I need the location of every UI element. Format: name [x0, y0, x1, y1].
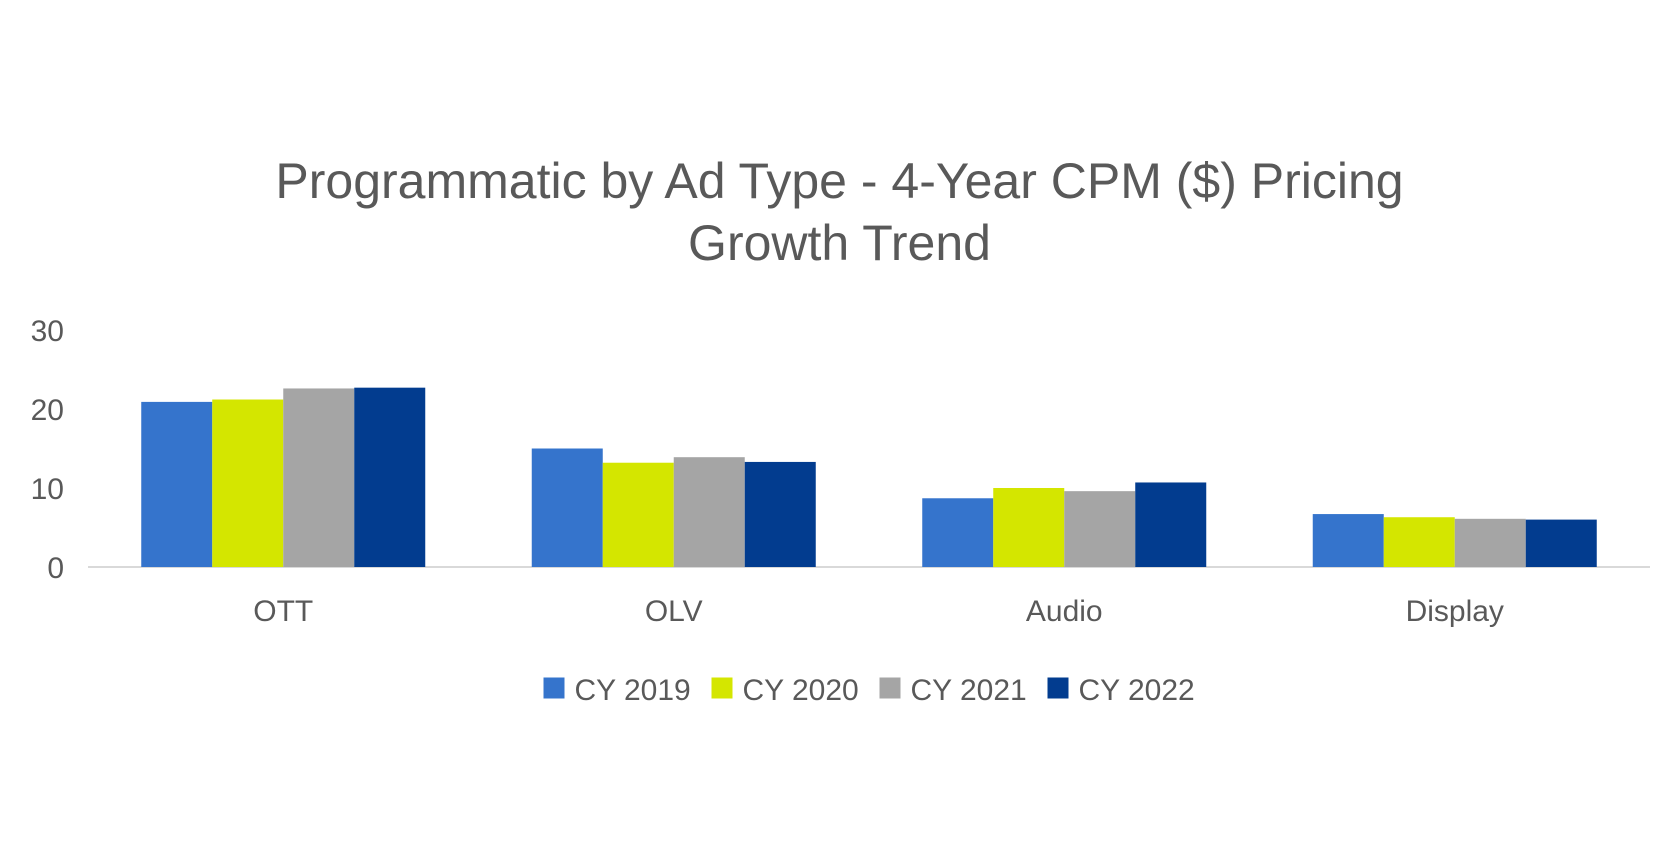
legend-swatch — [1047, 677, 1069, 699]
x-tick-label: Audio — [1026, 595, 1103, 628]
bar-audio-cy-2020 — [993, 488, 1065, 567]
bar-display-cy-2021 — [1454, 518, 1526, 567]
bar-ott-cy-2021 — [283, 388, 355, 567]
bar-ott-cy-2022 — [354, 387, 426, 567]
bar-ott-cy-2020 — [212, 399, 284, 567]
bar-audio-cy-2019 — [922, 498, 994, 567]
bar-olv-cy-2019 — [531, 448, 603, 567]
bar-display-cy-2022 — [1525, 519, 1597, 567]
y-tick-label: 10 — [31, 473, 64, 506]
bar-olv-cy-2021 — [673, 457, 745, 567]
chart-title-line-1: Programmatic by Ad Type - 4-Year CPM ($)… — [275, 153, 1404, 209]
y-tick-label: 20 — [31, 394, 64, 427]
y-tick-label: 30 — [31, 315, 64, 348]
x-tick-label: OTT — [253, 595, 313, 628]
legend-swatch — [543, 677, 565, 699]
bar-olv-cy-2020 — [602, 462, 674, 567]
x-tick-label: OLV — [645, 595, 703, 628]
legend-label: CY 2022 — [1079, 674, 1195, 707]
legend-swatch — [879, 677, 901, 699]
bar-ott-cy-2019 — [141, 401, 213, 567]
legend-swatch — [711, 677, 733, 699]
chart-title-line-2: Growth Trend — [688, 215, 991, 271]
bar-display-cy-2020 — [1383, 517, 1455, 567]
legend-label: CY 2021 — [911, 674, 1027, 707]
bar-audio-cy-2021 — [1064, 491, 1136, 567]
legend-label: CY 2020 — [743, 674, 859, 707]
legend-label: CY 2019 — [575, 674, 691, 707]
y-tick-label: 0 — [47, 552, 64, 585]
x-tick-label: Display — [1406, 595, 1504, 628]
bar-display-cy-2019 — [1312, 514, 1384, 567]
bar-audio-cy-2022 — [1135, 482, 1207, 567]
bar-olv-cy-2022 — [744, 461, 816, 567]
